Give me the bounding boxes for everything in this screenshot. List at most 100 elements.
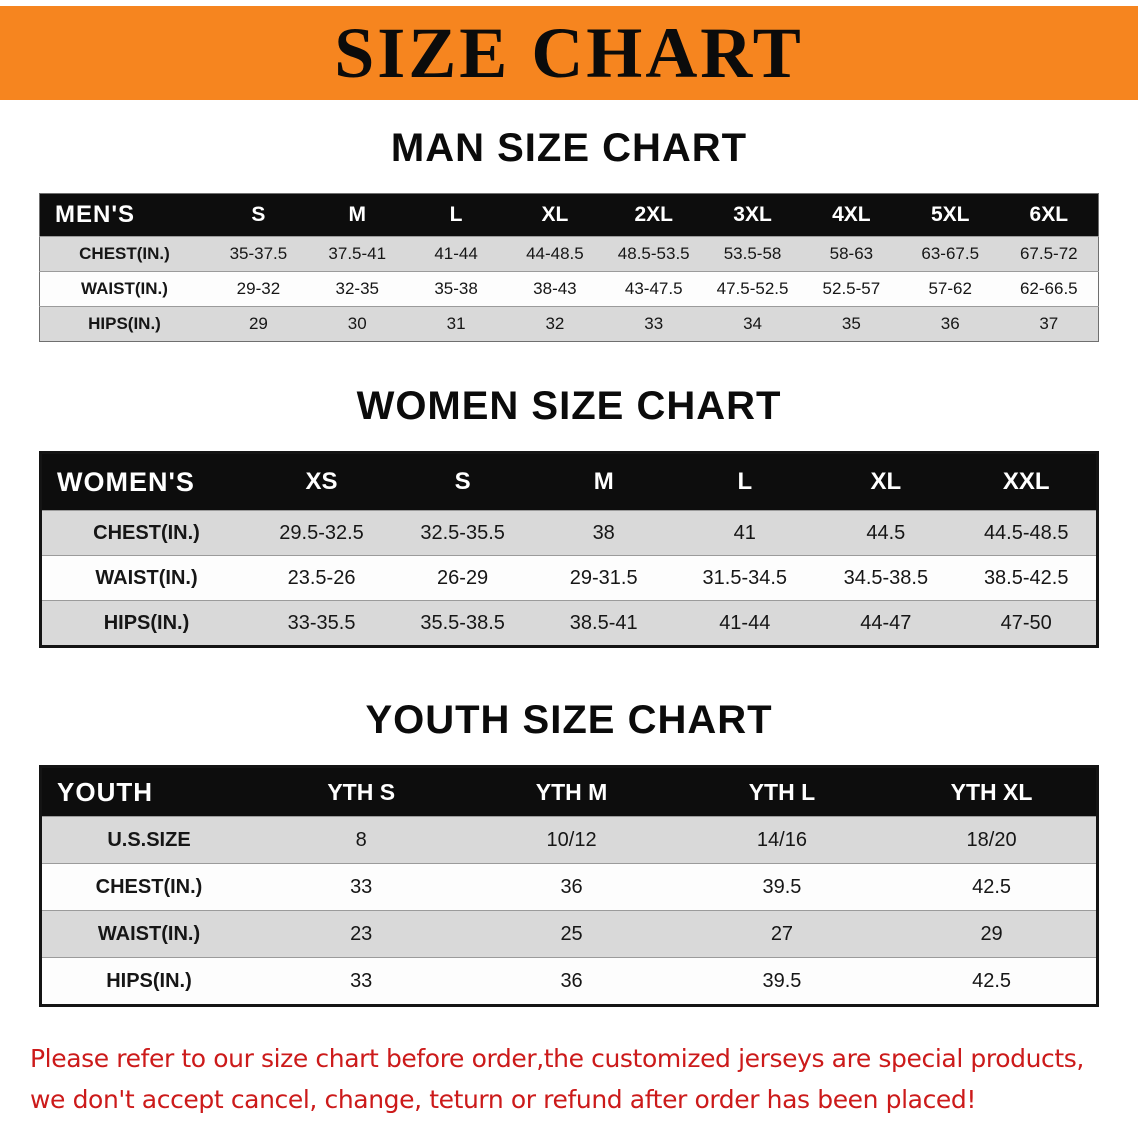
section-men-size-chart: MAN SIZE CHART MEN'S S M L XL 2XL 3XL 4XL 5XL 6XL… <box>0 126 1138 342</box>
size-value-cell: 36 <box>466 863 677 911</box>
size-value-cell: 30 <box>307 306 407 342</box>
size-column-header: YTH L <box>676 766 888 817</box>
size-value-cell: 38.5-41 <box>533 600 675 647</box>
measurement-label: CHEST(IN.) <box>39 236 209 272</box>
size-column-header: 4XL <box>801 193 901 237</box>
size-column-header: S <box>392 452 534 511</box>
page-title: SIZE CHART <box>334 12 804 93</box>
table-group-label: YOUTH <box>40 766 256 817</box>
size-column-header: L <box>674 452 816 511</box>
size-value-cell: 47-50 <box>956 600 1098 647</box>
table-group-label: MEN'S <box>39 193 209 237</box>
measurement-row: CHEST(IN.) 33 36 39.5 42.5 <box>40 863 1098 911</box>
size-value-cell: 44-48.5 <box>505 236 605 272</box>
size-value-cell: 57-62 <box>900 271 1000 307</box>
size-column-header: XL <box>505 193 605 237</box>
size-value-cell: 37.5-41 <box>307 236 407 272</box>
size-value-cell: 41-44 <box>406 236 506 272</box>
size-column-header: XL <box>815 452 957 511</box>
size-value-cell: 34.5-38.5 <box>815 555 957 601</box>
size-value-cell: 62-66.5 <box>999 271 1099 307</box>
size-header-row: MEN'S S M L XL 2XL 3XL 4XL 5XL 6XL <box>39 193 1099 237</box>
measurement-row: CHEST(IN.) 29.5-32.5 32.5-35.5 38 41 44.5 44.5… <box>40 510 1098 556</box>
size-header-row: YOUTH YTH S YTH M YTH L YTH XL <box>40 766 1098 817</box>
size-column-header: YTH M <box>466 766 677 817</box>
size-value-cell: 39.5 <box>676 957 888 1006</box>
size-value-cell: 29.5-32.5 <box>251 510 393 556</box>
section-youth-size-chart: YOUTH SIZE CHART YOUTH YTH S YTH M YTH L YTH… <box>0 698 1138 1007</box>
size-value-cell: 14/16 <box>676 816 888 864</box>
men-section-title: MAN SIZE CHART <box>390 126 748 170</box>
size-column-header: YTH S <box>256 766 467 817</box>
size-column-header: 6XL <box>999 193 1099 237</box>
size-value-cell: 67.5-72 <box>999 236 1099 272</box>
size-column-header: S <box>209 193 308 237</box>
size-value-cell: 35 <box>801 306 901 342</box>
size-value-cell: 35-37.5 <box>209 236 308 272</box>
size-chart-page: SIZE CHART MAN SIZE CHART MEN'S S M L XL 2XL 3… <box>0 6 1138 1120</box>
measurement-label: HIPS(IN.) <box>40 957 256 1006</box>
size-value-cell: 26-29 <box>392 555 534 601</box>
size-value-cell: 38.5-42.5 <box>956 555 1098 601</box>
measurement-row: HIPS(IN.) 33-35.5 35.5-38.5 38.5-41 41-44 44-… <box>40 600 1098 647</box>
size-column-header: YTH XL <box>887 766 1098 817</box>
size-column-header: XXL <box>956 452 1098 511</box>
youth-section-title: YOUTH SIZE CHART <box>365 698 773 742</box>
size-value-cell: 31 <box>406 306 506 342</box>
size-value-cell: 42.5 <box>887 863 1098 911</box>
size-value-cell: 53.5-58 <box>703 236 802 272</box>
size-value-cell: 33 <box>604 306 704 342</box>
size-value-cell: 33 <box>256 957 467 1006</box>
size-value-cell: 38-43 <box>505 271 605 307</box>
size-column-header: L <box>406 193 506 237</box>
size-value-cell: 48.5-53.5 <box>604 236 704 272</box>
measurement-row: U.S.SIZE 8 10/12 14/16 18/20 <box>40 816 1098 864</box>
size-value-cell: 42.5 <box>887 957 1098 1006</box>
measurement-label: WAIST(IN.) <box>39 271 209 307</box>
disclaimer-line-2: we don't accept cancel, change, teturn o… <box>30 1084 976 1114</box>
measurement-label: U.S.SIZE <box>40 816 256 864</box>
size-value-cell: 35.5-38.5 <box>392 600 534 647</box>
measurement-row: WAIST(IN.) 23.5-26 26-29 29-31.5 31.5-34.5 34… <box>40 555 1098 601</box>
size-value-cell: 33-35.5 <box>251 600 393 647</box>
size-value-cell: 63-67.5 <box>900 236 1000 272</box>
size-value-cell: 32 <box>505 306 605 342</box>
size-value-cell: 44.5 <box>815 510 957 556</box>
youth-size-table: YOUTH YTH S YTH M YTH L YTH XL U.S.SIZE 8 10/12… <box>39 765 1099 1007</box>
measurement-row: CHEST(IN.) 35-37.5 37.5-41 41-44 44-48.5 48.5… <box>39 236 1099 272</box>
size-value-cell: 37 <box>999 306 1099 342</box>
size-value-cell: 39.5 <box>676 863 888 911</box>
size-value-cell: 44.5-48.5 <box>956 510 1098 556</box>
size-value-cell: 32-35 <box>307 271 407 307</box>
measurement-row: WAIST(IN.) 29-32 32-35 35-38 38-43 43-47.5 47.… <box>39 271 1099 307</box>
disclaimer-text: Please refer to our size chart before or… <box>30 1039 1108 1120</box>
size-value-cell: 31.5-34.5 <box>674 555 816 601</box>
size-value-cell: 58-63 <box>801 236 901 272</box>
size-value-cell: 36 <box>466 957 677 1006</box>
measurement-row: WAIST(IN.) 23 25 27 29 <box>40 910 1098 958</box>
size-value-cell: 29 <box>209 306 308 342</box>
size-value-cell: 29 <box>887 910 1098 958</box>
size-value-cell: 33 <box>256 863 467 911</box>
measurement-row: HIPS(IN.) 33 36 39.5 42.5 <box>40 957 1098 1006</box>
disclaimer-line-1: Please refer to our size chart before or… <box>30 1044 1084 1073</box>
size-value-cell: 44-47 <box>815 600 957 647</box>
size-value-cell: 43-47.5 <box>604 271 704 307</box>
size-value-cell: 38 <box>533 510 675 556</box>
size-value-cell: 52.5-57 <box>801 271 901 307</box>
size-value-cell: 29-31.5 <box>533 555 675 601</box>
size-value-cell: 29-32 <box>209 271 308 307</box>
size-column-header: M <box>533 452 675 511</box>
size-chart-banner: SIZE CHART <box>0 6 1138 100</box>
size-value-cell: 41 <box>674 510 816 556</box>
table-group-label: WOMEN'S <box>40 452 251 511</box>
size-column-header: XS <box>251 452 393 511</box>
size-value-cell: 34 <box>703 306 802 342</box>
size-value-cell: 35-38 <box>406 271 506 307</box>
section-women-size-chart: WOMEN SIZE CHART WOMEN'S XS S M L XL XXL CHEST(… <box>0 384 1138 648</box>
size-column-header: 2XL <box>604 193 704 237</box>
measurement-label: HIPS(IN.) <box>39 306 209 342</box>
measurement-label: HIPS(IN.) <box>40 600 251 647</box>
size-value-cell: 10/12 <box>466 816 677 864</box>
size-value-cell: 47.5-52.5 <box>703 271 802 307</box>
